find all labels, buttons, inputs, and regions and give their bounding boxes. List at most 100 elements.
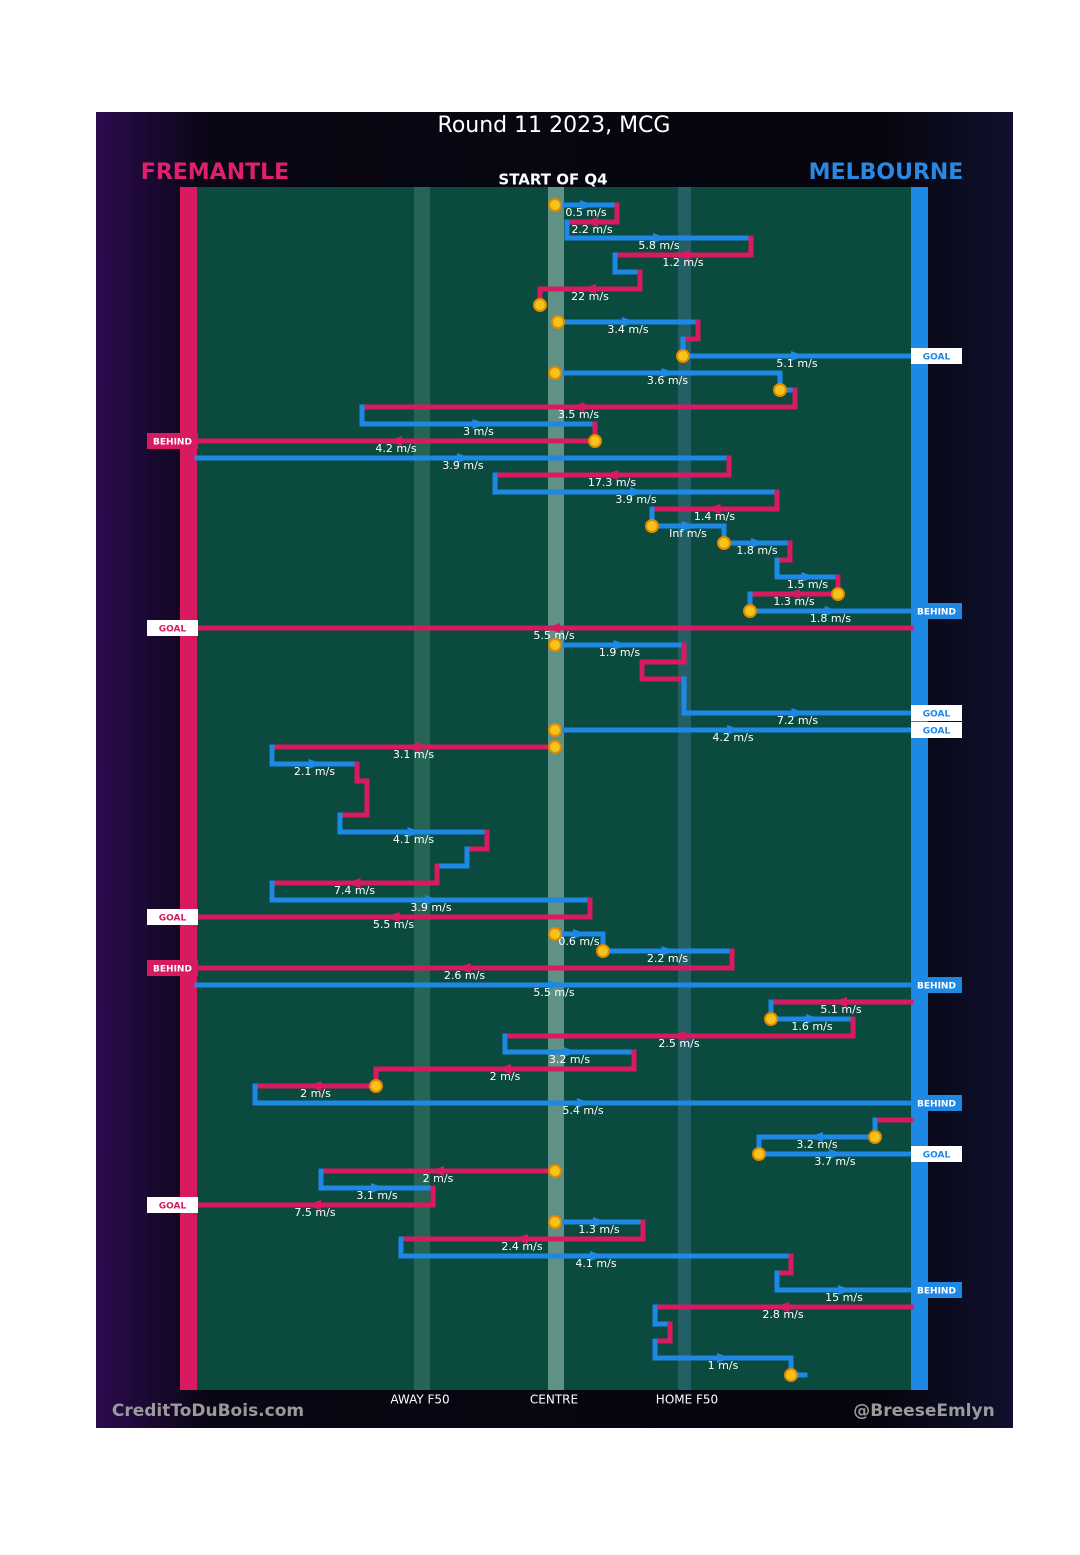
possession-dot — [743, 604, 757, 618]
title: Round 11 2023, MCG — [438, 113, 671, 138]
speed-label: 3.1 m/s — [356, 1189, 397, 1202]
speed-label: 3.9 m/s — [442, 459, 483, 472]
outcome-box — [911, 603, 962, 619]
arrow — [593, 1217, 607, 1227]
arrow — [717, 1353, 731, 1363]
arrow — [806, 1014, 820, 1024]
possession-dot — [752, 1147, 766, 1161]
outcome-label: BEHIND — [153, 438, 192, 448]
outcome-box — [911, 1282, 962, 1298]
arrow — [809, 1132, 823, 1142]
speed-label: 5.8 m/s — [638, 239, 679, 252]
speed-label: 7.2 m/s — [777, 714, 818, 727]
speed-label: 7.5 m/s — [294, 1206, 335, 1219]
arrow — [405, 742, 420, 752]
chains — [177, 200, 914, 1378]
speed-label: 2.8 m/s — [762, 1308, 803, 1321]
speed-label: 1.8 m/s — [810, 612, 851, 625]
speed-label: 2.2 m/s — [647, 952, 688, 965]
speed-label: 5.5 m/s — [373, 918, 414, 931]
possession-dot — [548, 723, 562, 737]
speed-label: 17.3 m/s — [588, 476, 636, 489]
arrow — [622, 317, 636, 327]
possession-dot — [676, 349, 690, 363]
speed-label: 3.9 m/s — [410, 901, 451, 914]
possession-dot — [551, 315, 565, 329]
possession-dot — [764, 1012, 778, 1026]
arrow — [786, 589, 800, 599]
subtitle: START OF Q4 — [498, 171, 607, 189]
axis-label: CENTRE — [530, 1393, 578, 1407]
fremantle-goal-line — [180, 187, 197, 1390]
centre-stripe — [548, 187, 564, 1390]
speed-label: 2.6 m/s — [444, 969, 485, 982]
possession-dot — [645, 519, 659, 533]
speed-label: 15 m/s — [825, 1291, 863, 1304]
arrow — [590, 1251, 604, 1261]
arrow — [573, 929, 587, 939]
home-team: FREMANTLE — [141, 160, 289, 185]
speed-label: 1.2 m/s — [662, 256, 703, 269]
arrow — [472, 419, 487, 429]
possession-dot — [548, 366, 562, 380]
arrow — [653, 233, 667, 243]
arrow — [548, 980, 562, 990]
arrow — [385, 912, 400, 922]
outcome-label: GOAL — [923, 353, 951, 363]
speed-label: 2.5 m/s — [658, 1037, 699, 1050]
arrow — [570, 402, 585, 412]
possession-dot — [588, 434, 602, 448]
arrow — [563, 1047, 578, 1057]
possession-dot — [548, 1215, 562, 1229]
speed-label: 2 m/s — [490, 1070, 521, 1083]
outcome-box — [911, 977, 962, 993]
speed-label: 2.2 m/s — [571, 223, 612, 236]
arrow — [584, 217, 598, 227]
speed-label: 5.5 m/s — [533, 986, 574, 999]
speed-label: 5.1 m/s — [776, 357, 817, 370]
possession-dot — [548, 198, 562, 212]
arrow — [346, 878, 361, 888]
speed-label: 1.4 m/s — [694, 510, 735, 523]
arrow — [833, 997, 847, 1007]
speed-label: 3.4 m/s — [607, 323, 648, 336]
possession-dot — [548, 927, 562, 941]
possession-dot — [548, 1164, 562, 1178]
axis-label: HOME F50 — [656, 1393, 718, 1407]
credit: @BreeseEmlyn — [853, 1401, 994, 1421]
speed-label: 0.6 m/s — [558, 935, 599, 948]
arrow — [630, 487, 644, 497]
outcome-box — [911, 705, 962, 721]
speed-label: 1.8 m/s — [736, 544, 777, 557]
arrow — [613, 640, 628, 650]
speed-label: 2.4 m/s — [501, 1240, 542, 1253]
outcome-label: GOAL — [923, 1151, 951, 1161]
arrow — [727, 725, 741, 735]
speed-label: 3 m/s — [463, 425, 494, 438]
possession-dot — [533, 298, 547, 312]
outcome-label: GOAL — [159, 625, 187, 635]
overlay: 0.5 m/s 2.2 m/s 5.8 m/s 1.2 m/s 22 m/s 3.4 m/… — [147, 198, 962, 1382]
speed-label: 2 m/s — [423, 1172, 454, 1185]
speed-label: 1.3 m/s — [578, 1223, 619, 1236]
outcome-box — [147, 909, 198, 925]
speed-label: 1 m/s — [708, 1359, 739, 1372]
speed-label: 4.2 m/s — [712, 731, 753, 744]
axis-label: AWAY F50 — [390, 1393, 449, 1407]
arrow — [824, 606, 839, 616]
speed-label: 4.1 m/s — [393, 833, 434, 846]
speed-label: 22 m/s — [571, 290, 609, 303]
arrow — [580, 200, 594, 210]
outcome-box — [147, 620, 198, 636]
speed-label: 1.5 m/s — [787, 578, 828, 591]
speed-label: 3.7 m/s — [814, 1155, 855, 1168]
speed-label: 3.6 m/s — [647, 374, 688, 387]
arrow — [497, 1064, 511, 1074]
arrow — [706, 504, 721, 514]
outcome-label: GOAL — [923, 710, 951, 720]
arrow — [307, 1081, 322, 1091]
outcome-box — [911, 1095, 962, 1111]
speed-label: 3.1 m/s — [393, 748, 434, 761]
outcome-label: GOAL — [159, 1202, 187, 1212]
